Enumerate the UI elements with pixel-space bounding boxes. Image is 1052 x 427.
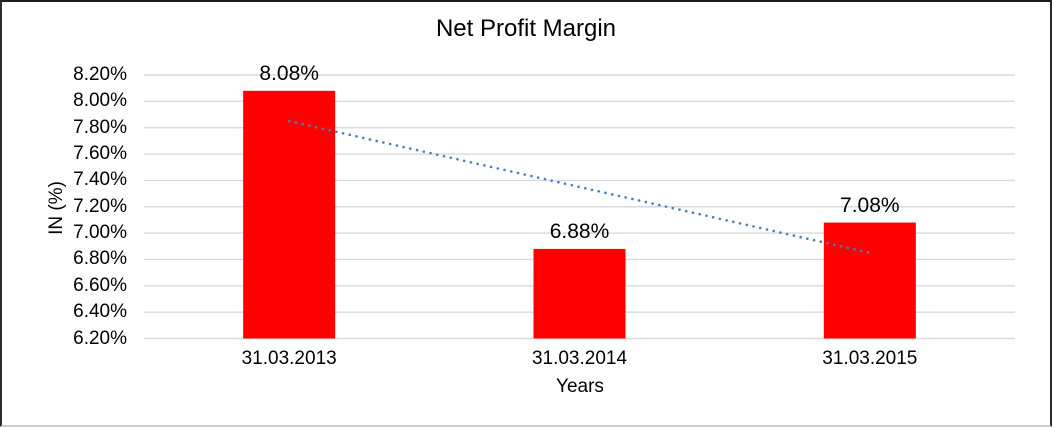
chart-title: Net Profit Margin: [435, 15, 617, 42]
y-axis-tick-label: 6.20%: [73, 327, 127, 349]
y-axis-tick-label: 6.40%: [73, 301, 127, 323]
bar-31.03.2015: [823, 222, 916, 339]
y-axis-tick-label: 7.20%: [73, 195, 127, 217]
y-axis-tick-label: 8.20%: [73, 64, 127, 85]
y-axis-tick-label: 7.60%: [73, 143, 127, 165]
trendline: [287, 119, 872, 255]
y-axis-tick-label: 6.60%: [73, 274, 127, 296]
x-axis-category-label: 31.03.2014: [531, 348, 628, 369]
y-axis-tick-label: 8.00%: [73, 90, 127, 112]
data-label: 6.88%: [549, 219, 610, 243]
x-axis-category-label: 31.03.2013: [241, 348, 337, 369]
bar-31.03.2013: [243, 90, 336, 339]
x-axis-title: Years: [556, 376, 604, 397]
data-label: 7.08%: [840, 193, 900, 217]
y-axis-tick-label: 7.00%: [73, 222, 127, 244]
y-axis-tick-label: 7.80%: [73, 116, 127, 138]
bar-31.03.2014: [533, 248, 626, 339]
y-axis-tick-label: 6.80%: [73, 248, 127, 270]
data-label: 8.08%: [259, 61, 319, 85]
x-axis-category-label: 31.03.2015: [822, 348, 918, 369]
y-axis-tick-label: 7.40%: [73, 169, 127, 191]
